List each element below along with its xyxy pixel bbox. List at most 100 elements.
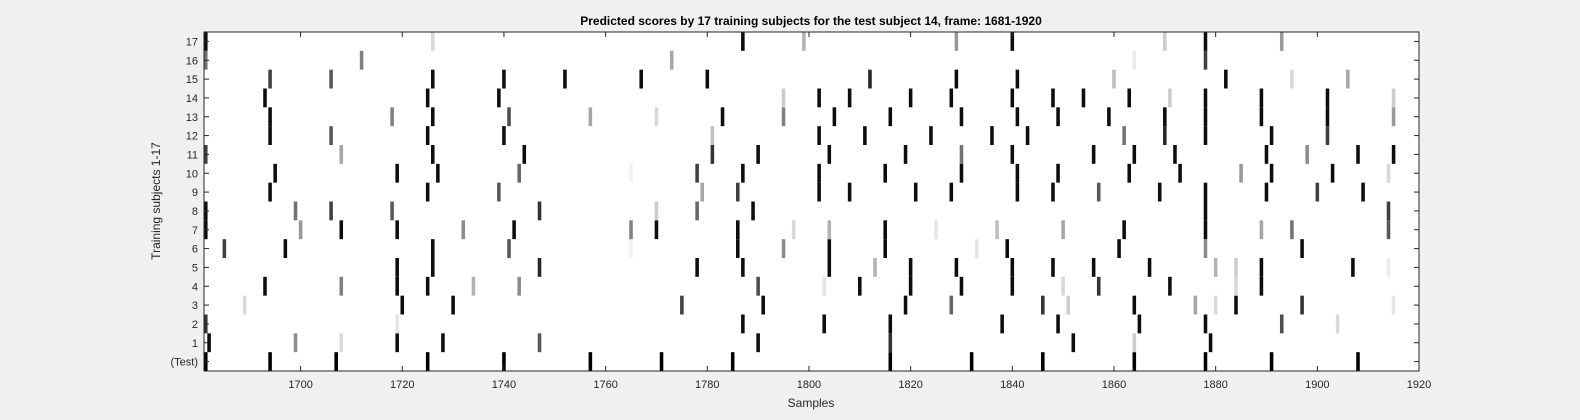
heatmap-cell <box>1137 314 1142 334</box>
heatmap-cell <box>888 107 893 127</box>
heatmap-cell <box>1163 107 1167 127</box>
heatmap-cell <box>883 239 887 258</box>
heatmap-cell <box>1000 314 1004 334</box>
heatmap-cell <box>736 239 740 258</box>
heatmap-cell <box>730 352 735 371</box>
x-tick-label: 1920 <box>1407 379 1431 391</box>
x-tick-label: 1780 <box>695 379 719 391</box>
heatmap-cell <box>847 182 852 202</box>
heatmap-cell <box>1203 88 1208 108</box>
heatmap-cell <box>654 201 659 221</box>
heatmap-cell <box>339 220 344 240</box>
heatmap-cell <box>883 163 887 183</box>
heatmap-cell <box>507 239 511 258</box>
heatmap-cell <box>908 258 913 277</box>
heatmap-cell <box>903 145 908 164</box>
heatmap-cell <box>1386 220 1391 240</box>
heatmap-cell <box>1239 163 1243 183</box>
heatmap-cell <box>990 126 994 145</box>
heatmap-cell <box>517 163 521 183</box>
heatmap-cell <box>1132 352 1137 371</box>
heatmap-cell <box>1203 126 1208 145</box>
heatmap-cell <box>781 107 786 127</box>
heatmap-cell <box>659 352 664 371</box>
heatmap-cell <box>425 88 430 108</box>
heatmap-cell <box>1132 50 1137 70</box>
heatmap-cell <box>1391 145 1396 164</box>
heatmap-cell <box>949 88 954 108</box>
heatmap-cell <box>242 295 247 315</box>
heatmap-cell <box>1351 258 1355 277</box>
heatmap-cell <box>339 333 344 353</box>
heatmap-cell <box>1386 258 1391 277</box>
heatmap-cell <box>1066 295 1071 315</box>
heatmap-cell <box>802 32 806 51</box>
heatmap-cell <box>710 145 715 164</box>
heatmap-cell <box>268 352 272 371</box>
heatmap-cell <box>822 276 826 296</box>
heatmap-cell <box>1234 276 1238 296</box>
heatmap-cell <box>1259 88 1264 108</box>
heatmap-cell <box>1356 352 1360 371</box>
heatmap-cell <box>430 145 435 164</box>
y-tick-label: 13 <box>186 112 198 124</box>
heatmap-cell <box>1127 88 1132 108</box>
heatmap-cell <box>1127 163 1132 183</box>
heatmap-cell <box>873 258 877 277</box>
y-tick-label: 9 <box>192 187 198 199</box>
heatmap-cell <box>1132 145 1137 164</box>
heatmap-cell <box>695 163 699 183</box>
heatmap-cell <box>959 276 964 296</box>
heatmap-cell <box>1168 88 1172 108</box>
heatmap-cell <box>654 220 659 240</box>
heatmap-cell <box>207 333 211 353</box>
heatmap-cell <box>1269 352 1274 371</box>
heatmap-cell <box>1290 69 1294 89</box>
heatmap-cell <box>1056 314 1060 334</box>
heatmap-cell <box>425 276 430 296</box>
heatmap-cell <box>1010 88 1015 108</box>
heatmap-cell <box>502 352 506 371</box>
heatmap-cell <box>1325 126 1330 145</box>
heatmap-cell <box>1061 276 1065 296</box>
heatmap-cell <box>1132 295 1137 315</box>
x-tick-label: 1820 <box>898 379 922 391</box>
heatmap-cell <box>1234 295 1238 315</box>
heatmap-cell <box>639 69 643 89</box>
heatmap-cell <box>888 352 893 371</box>
heatmap-cell <box>512 220 516 240</box>
heatmap-cell <box>1259 258 1264 277</box>
heatmap-cell <box>1361 182 1365 202</box>
heatmap-cell <box>588 352 593 371</box>
heatmap-cell <box>430 107 435 127</box>
heatmap-cell <box>908 276 913 296</box>
y-axis-label: Training subjects 1-17 <box>149 142 163 260</box>
heatmap-cell <box>974 239 979 258</box>
heatmap-cell <box>1147 258 1152 277</box>
heatmap-cell <box>888 333 893 353</box>
heatmap-cell <box>954 258 959 277</box>
heatmap-cell <box>1259 220 1264 240</box>
heatmap-cell <box>222 239 227 258</box>
y-tick-label: 14 <box>186 93 198 105</box>
heatmap-cell <box>1346 69 1350 89</box>
heatmap-cell <box>273 163 277 183</box>
heatmap-cell <box>502 126 506 145</box>
heatmap-cell <box>1096 276 1101 296</box>
heatmap-cell <box>1025 126 1030 145</box>
y-tick-label: 5 <box>192 262 198 274</box>
heatmap-cell <box>827 220 832 240</box>
heatmap-cell <box>1051 258 1055 277</box>
heatmap-cell <box>710 126 715 145</box>
y-tick-label: 10 <box>186 168 198 180</box>
heatmap-cell <box>1391 295 1396 315</box>
heatmap-cell <box>781 239 786 258</box>
heatmap-cell <box>1335 314 1340 334</box>
heatmap-cell <box>781 88 786 108</box>
heatmap-cell <box>1391 88 1396 108</box>
heatmap-cell <box>705 69 710 89</box>
heatmap-cell <box>1051 88 1055 108</box>
heatmap-cell <box>517 276 521 296</box>
heatmap-cell <box>756 276 760 296</box>
